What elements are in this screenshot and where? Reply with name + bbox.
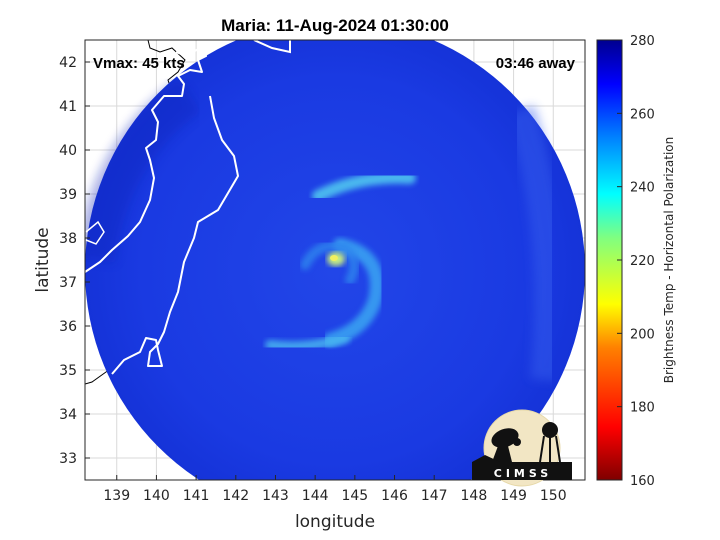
x-tick-label: 150	[540, 488, 567, 504]
y-tick-label: 38	[59, 231, 77, 247]
rain-bands	[265, 171, 416, 352]
colorbar-tick-label: 200	[630, 327, 655, 342]
colorbar-tick-label: 260	[630, 107, 655, 122]
vmax-label: Vmax: 45 kts	[93, 55, 185, 72]
coastline-inner	[111, 95, 239, 375]
rain-band-south	[265, 333, 350, 352]
colorbar-tick-label: 220	[630, 254, 655, 269]
rain-band-spiral	[323, 238, 384, 347]
time-away-label: 03:46 away	[496, 55, 576, 72]
plot-frame	[84, 39, 586, 481]
coastline-bay	[85, 220, 105, 245]
y-tick-label: 34	[59, 407, 77, 423]
colorbar-tick-label: 180	[630, 401, 655, 416]
y-tick-label: 35	[59, 363, 77, 379]
colorbar-tick-label: 280	[630, 34, 655, 49]
swath-dark-west	[85, 78, 202, 263]
rain-band-inner	[300, 241, 359, 285]
x-axis-label: longitude	[295, 512, 375, 532]
logo-text: CIMSS	[494, 467, 552, 480]
colorbar-ticks: 280 260 240 220 200 180 160	[617, 34, 655, 489]
coastline-north-island	[253, 40, 291, 54]
x-tick-label: 145	[341, 488, 368, 504]
colorbar-tick-label: 160	[630, 474, 655, 489]
x-tick-label: 149	[500, 488, 527, 504]
y-tick-label: 42	[59, 55, 77, 71]
x-tick-label: 146	[381, 488, 408, 504]
y-axis-label: latitude	[33, 227, 53, 292]
x-tick-label: 139	[103, 488, 130, 504]
x-tick-label: 140	[143, 488, 170, 504]
x-tick-label: 143	[262, 488, 289, 504]
x-axis-ticks: 139 140 141 142 143 144 145 146 147 148 149 150	[103, 475, 567, 504]
x-tick-label: 147	[421, 488, 448, 504]
x-tick-label: 144	[302, 488, 329, 504]
y-tick-label: 39	[59, 187, 77, 203]
logo-watertower-icon	[539, 422, 561, 463]
logo-dish-icon	[491, 428, 521, 462]
coastline	[85, 47, 207, 273]
chart-title: Maria: 11-Aug-2024 01:30:00	[221, 16, 449, 35]
y-tick-label: 36	[59, 319, 77, 335]
y-tick-label: 33	[59, 451, 77, 467]
y-tick-label: 41	[59, 99, 77, 115]
rain-band-north	[312, 171, 416, 202]
eyewall-center	[330, 255, 338, 261]
colorbar-tick-label: 240	[630, 181, 655, 196]
logo-base	[472, 462, 572, 480]
y-tick-label: 40	[59, 143, 77, 159]
x-tick-label: 148	[461, 488, 488, 504]
y-tick-label: 37	[59, 275, 77, 291]
y-axis-ticks: 33 34 35 36 37 38 39 40 41 42	[59, 55, 90, 467]
swath-stripe-east	[505, 105, 565, 382]
x-tick-label: 142	[222, 488, 249, 504]
cimss-logo: CIMSS	[472, 409, 572, 487]
x-tick-label: 141	[183, 488, 210, 504]
colorbar-label: Brightness Temp - Horizontal Polarizatio…	[662, 137, 676, 384]
